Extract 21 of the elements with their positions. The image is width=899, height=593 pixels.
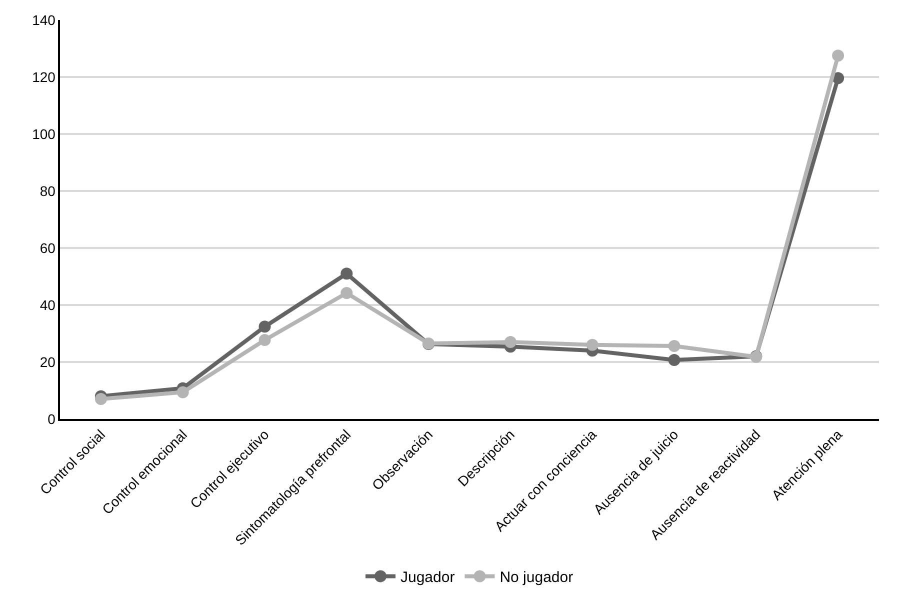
point bbox=[176, 386, 189, 398]
y-tick-label: 100 bbox=[32, 126, 56, 142]
y-tick-label: 60 bbox=[40, 240, 56, 256]
y-tick-label: 0 bbox=[48, 410, 56, 427]
point bbox=[832, 50, 844, 62]
y-tick-label: 80 bbox=[40, 182, 56, 199]
y-tick-label: 140 bbox=[32, 12, 56, 28]
point bbox=[94, 393, 107, 406]
y-tick-label: 20 bbox=[40, 354, 56, 370]
y-tick-label: 40 bbox=[40, 296, 56, 313]
point bbox=[504, 336, 516, 348]
y-tick-label: 120 bbox=[32, 68, 56, 85]
point bbox=[340, 268, 353, 280]
point bbox=[668, 354, 680, 366]
point bbox=[668, 340, 680, 352]
point bbox=[258, 334, 271, 346]
point bbox=[340, 287, 353, 300]
legend-label: Jugador bbox=[400, 569, 455, 586]
point bbox=[258, 320, 271, 333]
point bbox=[586, 338, 598, 351]
legend-label: No jugador bbox=[500, 569, 574, 586]
